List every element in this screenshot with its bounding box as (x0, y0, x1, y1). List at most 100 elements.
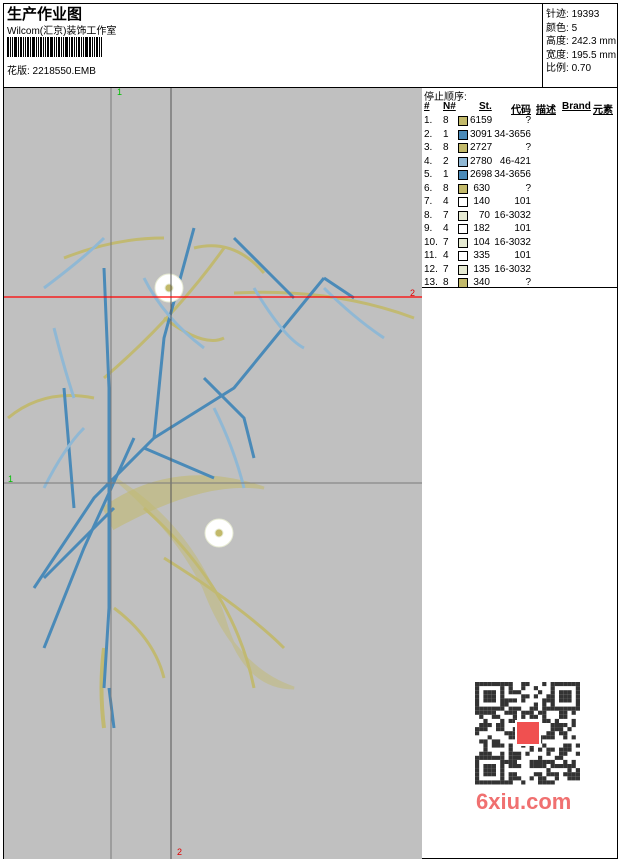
barcode-bar (7, 37, 9, 57)
needle-number: 4 (443, 250, 449, 261)
stop-number: 12. (424, 263, 438, 275)
barcode-bar (43, 37, 44, 57)
barcode-bar (12, 37, 13, 57)
stat-row: 高度: 242.3 mm (546, 32, 616, 47)
stitch-count: 104 (473, 236, 490, 248)
stat-value: 0.70 (571, 63, 592, 74)
column-header: Brand (562, 101, 591, 112)
stitch-count: 2727 (470, 142, 493, 153)
barcode-bar (30, 37, 31, 57)
table-row: 11. 4 335 101 (423, 250, 618, 263)
page-title: 生产作业图 (7, 6, 83, 23)
color-swatch (458, 183, 468, 194)
barcode-bar (63, 37, 64, 57)
column-header: N# (443, 101, 456, 112)
stat-label: 针迹: (546, 9, 569, 20)
table-row: 2. 1 3091 34-3656 (423, 129, 618, 142)
color-code: 16-3032 (494, 209, 531, 221)
stop-number: 2. (424, 128, 433, 140)
stat-label: 颜色: (546, 22, 569, 34)
stop-number: 9. (424, 223, 433, 234)
barcode-bar (25, 37, 26, 57)
stop-number: 10. (424, 236, 438, 248)
table-row: 4. 2 2780 46-421 (423, 156, 618, 169)
barcode-bar (40, 37, 42, 57)
barcode-bar (32, 37, 35, 57)
color-swatch (458, 264, 468, 275)
leaves-light-blue (42, 236, 385, 489)
barcode-bar (61, 37, 62, 57)
guide-label-left: 1 (8, 474, 14, 484)
needle-number: 8 (443, 182, 449, 194)
stat-label: 宽度: (546, 49, 569, 61)
barcode (7, 37, 117, 57)
column-header: 元素 (593, 105, 613, 116)
color-code: 16-3032 (494, 263, 531, 275)
barcode-bar (96, 37, 98, 57)
stat-row: 比例: 0.70 (546, 59, 591, 74)
color-code: ? (525, 115, 531, 126)
stat-row: 宽度: 195.5 mm (546, 46, 616, 61)
barcode-bar (47, 37, 49, 57)
stitch-count: 630 (473, 182, 490, 194)
table-row: 6. 8 630 ? (423, 183, 618, 196)
color-code: ? (525, 277, 531, 288)
table-row: 9. 4 182 101 (423, 223, 618, 236)
guide-label-bottom: 2 (177, 847, 183, 857)
stop-number: 6. (424, 182, 433, 194)
stitch-count: 3091 (470, 128, 493, 140)
stat-label: 高度: (546, 36, 569, 47)
barcode-bar (101, 37, 102, 57)
stat-value: 195.5 mm (571, 49, 617, 61)
barcode-bar (36, 37, 37, 57)
color-code: ? (525, 142, 531, 153)
design-canvas: 1 2 2 1 (4, 88, 422, 859)
needle-number: 2 (443, 155, 449, 167)
design-file: 花版: 2218550.EMB (7, 66, 96, 77)
barcode-bar (27, 37, 29, 57)
color-swatch (458, 251, 468, 261)
table-row: 1. 8 6159 ? (423, 115, 618, 128)
barcode-bar (54, 37, 55, 57)
stat-row: 颜色: 5 (546, 19, 577, 34)
barcode-bar (78, 37, 80, 57)
stitch-count: 335 (473, 250, 490, 261)
table-row: 3. 8 2727 ? (423, 142, 618, 155)
qr-code (471, 680, 583, 786)
table-row: 13. 8 340 ? (423, 277, 618, 290)
guide-label-right: 2 (410, 288, 416, 298)
stat-value: 242.3 mm (571, 36, 617, 47)
column-header: St. (479, 101, 492, 112)
barcode-bar (14, 37, 17, 57)
barcode-bar (58, 37, 60, 57)
stat-value: 19393 (571, 9, 600, 20)
color-swatch (458, 224, 468, 234)
barcode-bar (83, 37, 84, 57)
color-swatch (458, 197, 468, 207)
barcode-bar (92, 37, 93, 57)
barcode-bar (50, 37, 53, 57)
embroidery-preview (4, 88, 422, 859)
table-row: 8. 7 70 16-3032 (423, 210, 618, 223)
needle-number: 8 (443, 115, 449, 126)
column-header: # (424, 101, 430, 112)
flowers (154, 273, 234, 548)
barcode-bar (18, 37, 19, 57)
color-swatch (458, 156, 468, 167)
barcode-bar (76, 37, 77, 57)
stop-sequence-title: 停止顺序: (424, 92, 467, 103)
color-swatch (458, 129, 468, 140)
barcode-bar (99, 37, 100, 57)
barcode-bar (81, 37, 82, 57)
stop-number: 4. (424, 155, 433, 167)
color-code: 16-3032 (494, 236, 531, 248)
color-code: 46-421 (499, 155, 531, 167)
color-code: 101 (514, 196, 531, 207)
barcode-bar (94, 37, 95, 57)
color-swatch (458, 278, 468, 288)
color-code: 34-3656 (494, 128, 531, 140)
needle-number: 4 (443, 196, 449, 207)
stitch-count: 135 (473, 263, 490, 275)
stop-number: 13. (424, 277, 438, 288)
stitch-count: 182 (473, 223, 490, 234)
